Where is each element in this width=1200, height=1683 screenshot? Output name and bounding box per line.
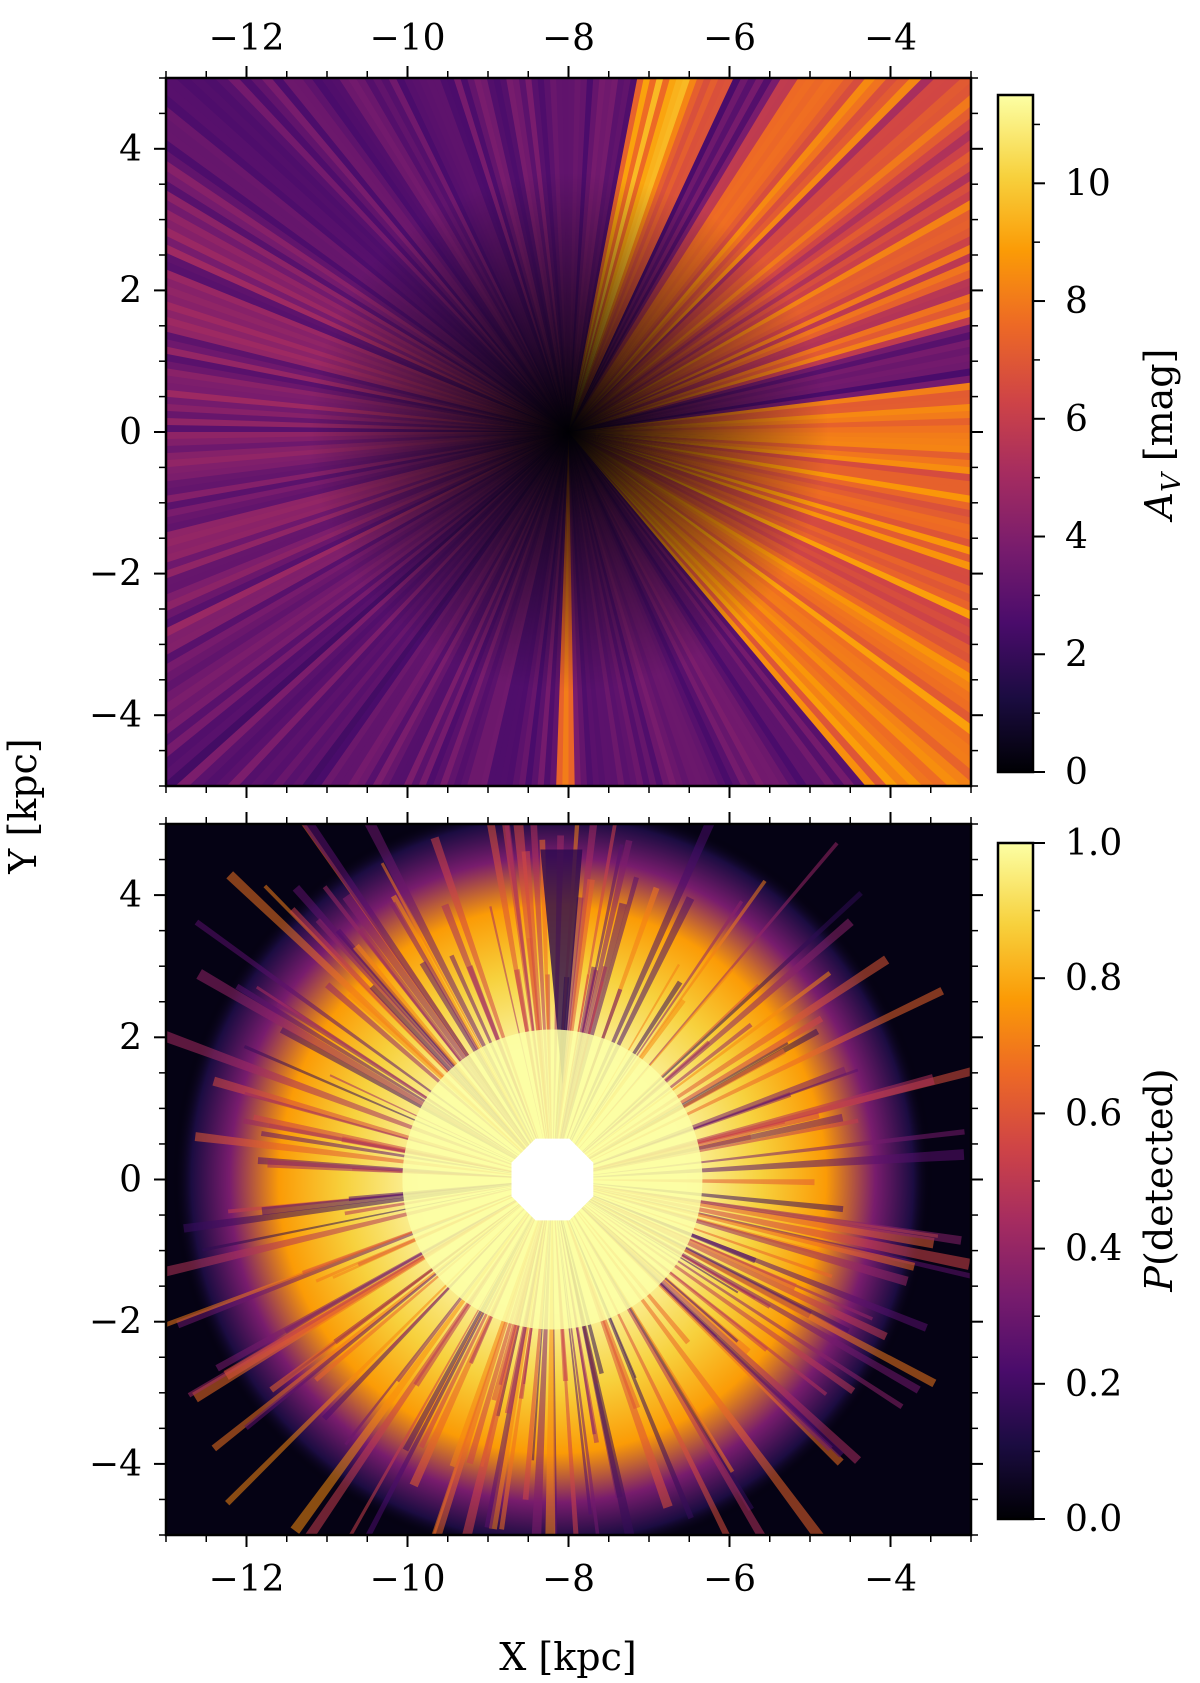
bottom-colorbar-gradient [996,841,1035,1521]
colorbar-tick-label: 2 [1065,634,1088,675]
bottom-heatmap [166,824,971,1535]
y-tick-label: −2 [89,1302,142,1343]
x-tick-label: −4 [864,1559,917,1600]
low-probability-wedge [540,849,583,1085]
y-tick-label: 2 [119,1017,142,1058]
x-tick-label: −6 [703,18,756,59]
x-tick-label: −8 [542,18,595,59]
bottom-axis-ticks [154,812,983,1547]
colorbar-tick-label: 4 [1065,517,1088,558]
bottom-y-tick-labels: 4 2 0 −2 −4 [89,875,142,1485]
y-tick-label: 2 [119,270,142,311]
top-panel: −12 −10 −8 −6 −4 4 2 0 −2 −4 [89,18,983,798]
top-heatmap-rays [166,78,971,786]
bottom-colorbar: 0.0 0.2 0.4 0.6 0.8 1.0 P(detected) [996,823,1181,1540]
x-tick-label: −10 [370,18,446,59]
colorbar-tick-label: 0.2 [1065,1364,1122,1405]
colorbar-tick-label: 10 [1065,163,1111,204]
bottom-x-tick-labels: −12 −10 −8 −6 −4 [209,1559,918,1600]
colorbar-tick-label: 0.8 [1065,958,1122,999]
y-tick-label: 4 [119,875,142,916]
top-axis-ticks [154,66,983,798]
top-colorbar-label: AV[mag] [1137,349,1187,523]
y-tick-label: −2 [89,554,142,595]
y-tick-label: 0 [119,412,142,453]
top-x-tick-labels: −12 −10 −8 −6 −4 [209,18,918,59]
extinction-ray [166,432,569,468]
top-colorbar-gradient [996,93,1035,774]
bottom-panel: −12 −10 −8 −6 −4 4 2 0 −2 −4 X [kpc] [89,812,983,1679]
y-tick-label: −4 [89,695,142,736]
masked-hole [511,1138,594,1221]
x-axis-label: X [kpc] [499,1635,636,1679]
y-axis-label: Y [kpc] [1,738,45,874]
extinction-ray [568,432,971,447]
y-tick-label: −4 [89,1444,142,1485]
detection-streak [300,824,553,1180]
top-y-tick-labels: 4 2 0 −2 −4 [89,129,142,736]
y-tick-label: 0 [119,1160,142,1201]
x-tick-label: −12 [209,1559,285,1600]
y-tick-label: 4 [119,129,142,170]
colorbar-tick-label: 0.0 [1065,1499,1122,1540]
x-tick-label: −4 [864,18,917,59]
top-colorbar-ticks: 0 2 4 6 8 10 [1033,123,1111,793]
extinction-ray [568,432,594,786]
colorbar-tick-label: 1.0 [1065,823,1122,864]
extinction-core [308,172,829,692]
colorbar-tick-label: 0.4 [1065,1229,1122,1270]
colorbar-tick-label: 0 [1065,752,1088,793]
extinction-ray [166,417,569,432]
bottom-colorbar-ticks: 0.0 0.2 0.4 0.6 0.8 1.0 [1033,823,1122,1540]
bottom-colorbar-label: P(detected) [1137,1068,1181,1292]
x-tick-label: −6 [703,1559,756,1600]
x-tick-label: −12 [209,18,285,59]
x-tick-label: −8 [542,1559,595,1600]
colorbar-tick-label: 0.6 [1065,1093,1122,1134]
top-colorbar: 0 2 4 6 8 10 AV[mag] [996,93,1187,793]
x-tick-label: −10 [370,1559,446,1600]
colorbar-tick-label: 8 [1065,281,1088,322]
extinction-ray [418,78,569,432]
detection-streak [513,824,553,1180]
colorbar-tick-label: 6 [1065,399,1088,440]
